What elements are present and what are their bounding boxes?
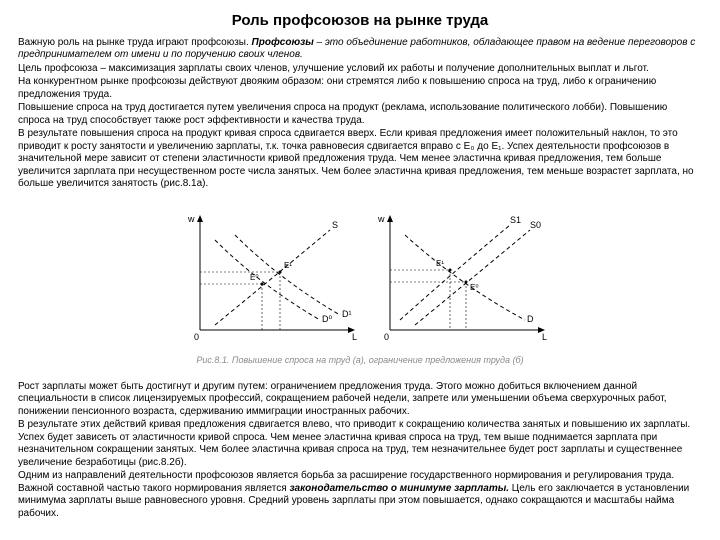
axis-w-left: w — [187, 214, 195, 224]
paragraph-5: В результате повышения спроса на продукт… — [18, 128, 702, 191]
label-e0-right: E⁰ — [470, 283, 479, 292]
paragraph-2: Цель профсоюза – максимизация зарплаты с… — [18, 63, 702, 76]
paragraph-8: Одним из направлений деятельности профсо… — [18, 470, 702, 520]
label-s: S — [332, 220, 338, 230]
paragraph-3: На конкурентном рынке профсоюзы действую… — [18, 76, 702, 101]
label-s0: S0 — [530, 220, 541, 230]
term-profsoyuzy: Профсоюзы — [252, 37, 314, 48]
label-d1: D¹ — [342, 309, 352, 319]
label-s1: S1 — [510, 215, 521, 225]
label-e1-left: E¹ — [284, 261, 292, 270]
axis-l-left: L — [352, 332, 357, 342]
page-title: Роль профсоюзов на рынке труда — [18, 12, 702, 31]
paragraph-1: Важную роль на рынке труда играют профсо… — [18, 37, 702, 62]
figure-8-1: w L 0 S D⁰ D¹ E⁰ E¹ w L 0 D S0 — [18, 205, 702, 350]
axis-w-right: w — [377, 214, 385, 224]
paragraph-4: Повышение спроса на труд достигается пут… — [18, 102, 702, 127]
paragraph-7: В результате этих действий кривая предло… — [18, 419, 702, 469]
label-d0: D⁰ — [322, 314, 332, 324]
paragraph-6: Рост зарплаты может быть достигнут и дру… — [18, 381, 702, 419]
label-d: D — [527, 314, 534, 324]
origin-left: 0 — [194, 332, 199, 342]
label-e1-right: E¹ — [436, 259, 444, 268]
axis-l-right: L — [542, 332, 547, 342]
term-minimum-wage-law: законодательство о минимуме зарплаты. — [289, 483, 509, 494]
label-e0-left: E⁰ — [250, 273, 259, 282]
origin-right: 0 — [384, 332, 389, 342]
charts-svg: w L 0 S D⁰ D¹ E⁰ E¹ w L 0 D S0 — [160, 205, 560, 345]
figure-caption: Рис.8.1. Повышение спроса на труд (а), о… — [18, 355, 702, 366]
text: Важную роль на рынке труда играют профсо… — [18, 37, 252, 48]
